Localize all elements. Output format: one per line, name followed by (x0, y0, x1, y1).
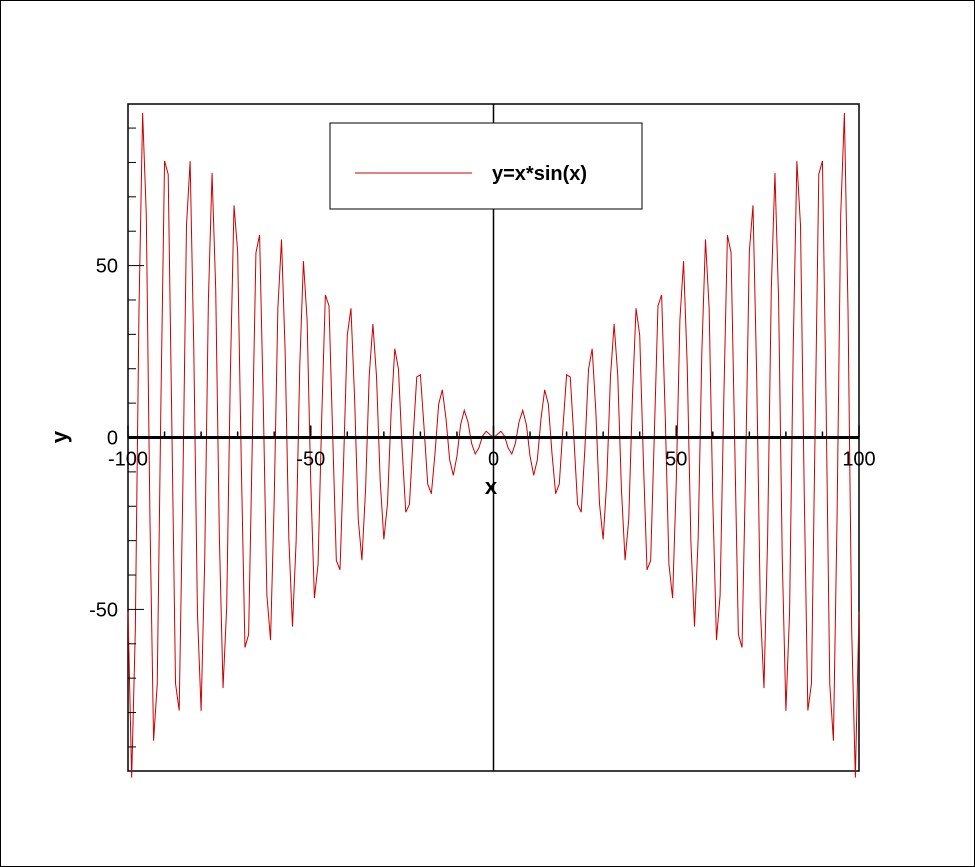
x-tick-label: 100 (842, 449, 875, 471)
y-tick-label: 0 (107, 428, 118, 450)
y-ticks: -50 0 50 (89, 127, 144, 748)
x-tick-label: -100 (108, 449, 148, 471)
y-tick-label: 50 (96, 256, 118, 278)
x-ticks: -100 -50 0 50 100 (108, 425, 876, 471)
legend-entry-label: y=x*sin(x) (492, 163, 587, 185)
legend: y=x*sin(x) (329, 122, 643, 210)
y-axis-label: y (47, 430, 72, 443)
x-tick-label: -50 (296, 449, 325, 471)
legend-box (329, 122, 643, 210)
x-tick-label: 50 (665, 449, 687, 471)
x-axis-label: x (485, 474, 498, 499)
y-tick-label: -50 (89, 599, 118, 621)
x-tick-label: 0 (488, 449, 499, 471)
